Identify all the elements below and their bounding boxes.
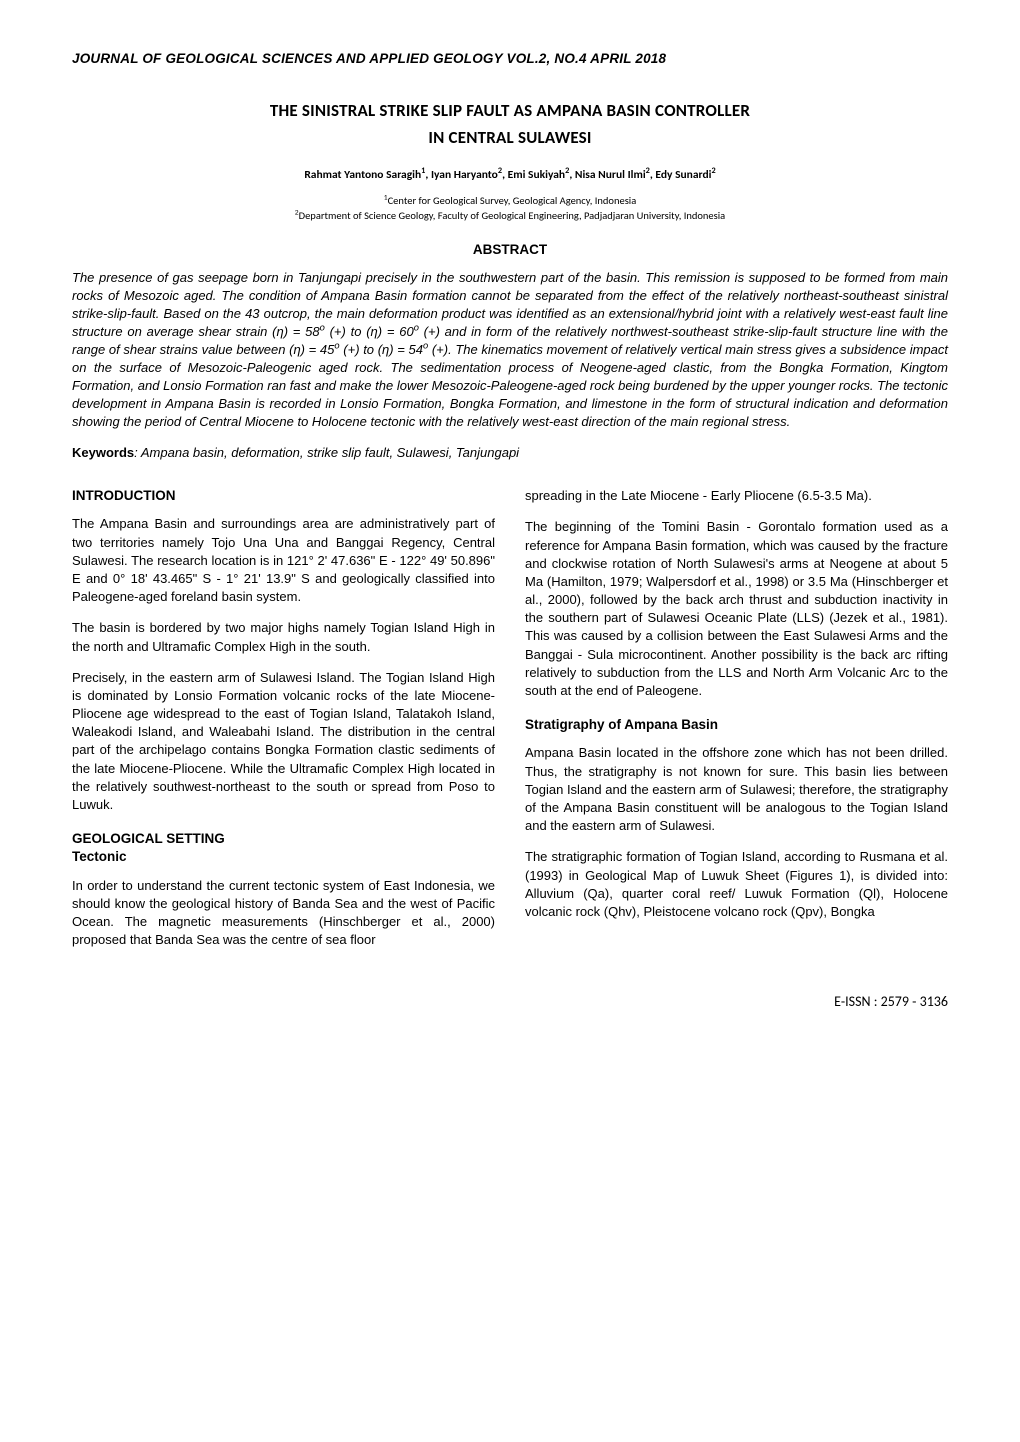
stratigraphy-heading: Stratigraphy of Ampana Basin xyxy=(525,716,948,734)
keywords-text: : Ampana basin, deformation, strike slip… xyxy=(134,445,519,460)
paper-title-line1: THE SINISTRAL STRIKE SLIP FAULT AS AMPAN… xyxy=(72,100,948,123)
right-column: spreading in the Late Miocene - Early Pl… xyxy=(525,487,948,949)
abstract-text: The presence of gas seepage born in Tanj… xyxy=(72,269,948,430)
cont-paragraph-2: The beginning of the Tomini Basin - Goro… xyxy=(525,518,948,700)
introduction-heading: INTRODUCTION xyxy=(72,487,495,505)
geological-setting-heading: GEOLOGICAL SETTING xyxy=(72,830,495,848)
geo-paragraph-1: In order to understand the current tecto… xyxy=(72,877,495,950)
footer-issn: E-ISSN : 2579 - 3136 xyxy=(72,993,948,1012)
intro-paragraph-2: The basin is bordered by two major highs… xyxy=(72,619,495,655)
journal-header: JOURNAL OF GEOLOGICAL SCIENCES AND APPLI… xyxy=(72,50,948,68)
paper-title-line2: IN CENTRAL SULAWESI xyxy=(72,127,948,150)
cont-paragraph-1: spreading in the Late Miocene - Early Pl… xyxy=(525,487,948,505)
affiliation-1: 1Center for Geological Survey, Geologica… xyxy=(72,194,948,208)
strat-paragraph-2: The stratigraphic formation of Togian Is… xyxy=(525,848,948,921)
keywords-label: Keywords xyxy=(72,445,134,460)
authors: Rahmat Yantono Saragih1, Iyan Haryanto2,… xyxy=(72,168,948,184)
intro-paragraph-3: Precisely, in the eastern arm of Sulawes… xyxy=(72,669,495,815)
left-column: INTRODUCTION The Ampana Basin and surrou… xyxy=(72,487,495,949)
two-column-body: INTRODUCTION The Ampana Basin and surrou… xyxy=(72,487,948,949)
affiliation-2: 2Department of Science Geology, Faculty … xyxy=(72,209,948,223)
keywords: Keywords: Ampana basin, deformation, str… xyxy=(72,444,948,462)
strat-paragraph-1: Ampana Basin located in the offshore zon… xyxy=(525,744,948,835)
abstract-heading: ABSTRACT xyxy=(72,241,948,259)
intro-paragraph-1: The Ampana Basin and surroundings area a… xyxy=(72,515,495,606)
tectonic-heading: Tectonic xyxy=(72,848,495,866)
